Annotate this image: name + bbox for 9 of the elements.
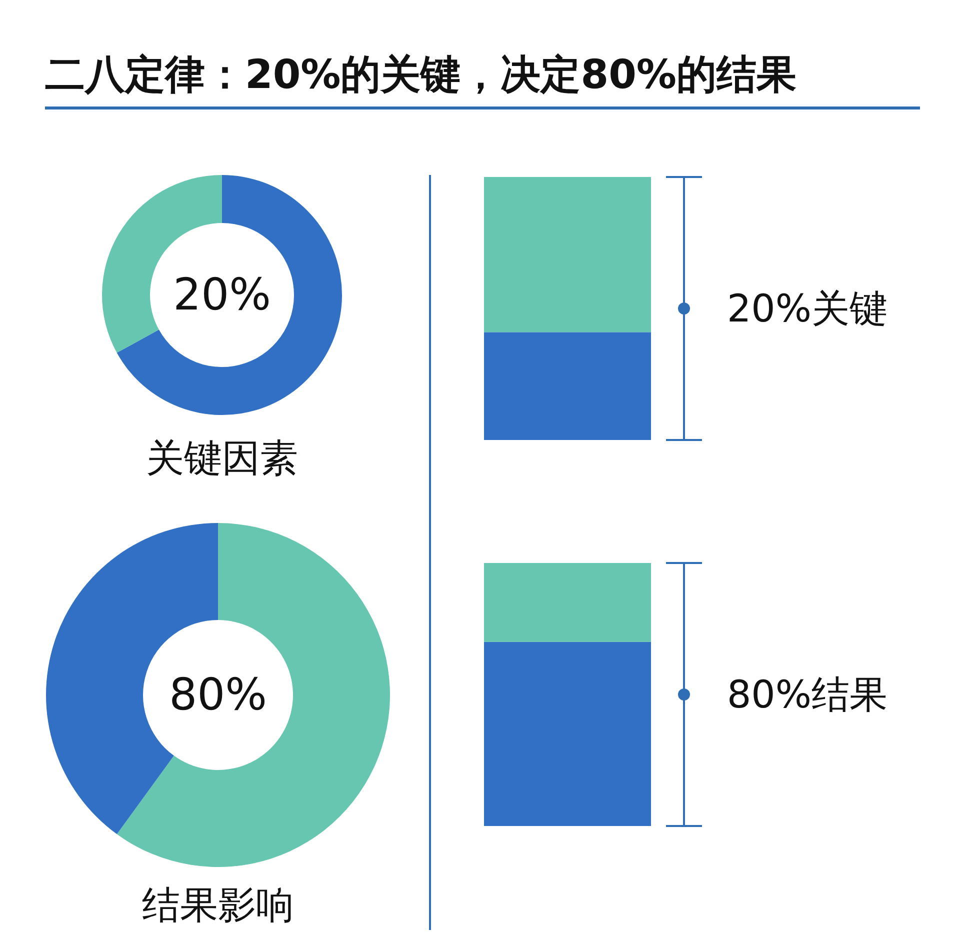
chart-title: 二八定律：20%的关键，决定80%的结果 [45, 52, 796, 98]
donut-slice [116, 175, 342, 415]
text: 80% [169, 670, 267, 720]
text: 20% [173, 270, 271, 320]
text: 80%结果 [727, 672, 888, 716]
text: 20%关键 [727, 286, 888, 330]
text: 结果影响 [142, 883, 294, 927]
text: 关键因素 [146, 436, 298, 480]
donut-slice [116, 523, 390, 867]
